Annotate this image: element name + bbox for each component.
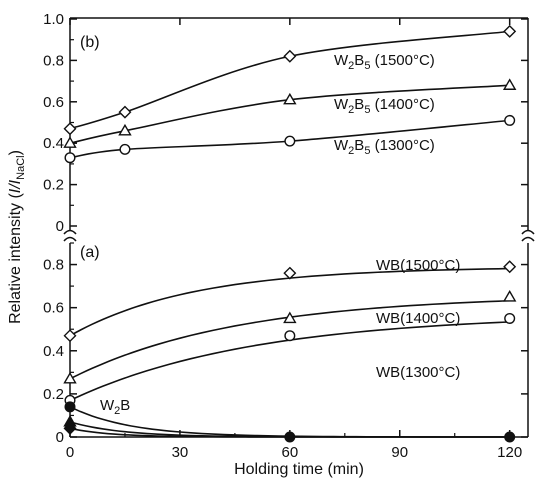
point-w2b (284, 431, 296, 443)
x-tick-label: 30 (172, 444, 189, 461)
y-axis-title: Relative intensity (I/INaCl) (7, 150, 27, 324)
x-tick-label: 0 (66, 444, 74, 461)
point-triangle (63, 136, 77, 148)
point-diamond (283, 266, 297, 280)
point-triangle (283, 92, 297, 105)
x-tick-label: 60 (281, 444, 298, 461)
curve-b (69, 119, 510, 159)
series-label-a: WB(1500°C) (376, 257, 460, 274)
y-tick-label-a: 0 (56, 429, 64, 446)
series-label-b: W2B5 (1500°C) (334, 52, 435, 72)
axis-break-right-lower (521, 236, 535, 242)
point-circle (504, 114, 516, 126)
panel-label-a: (a) (80, 244, 100, 261)
point-diamond (63, 122, 77, 136)
axis-break-left-lower (63, 236, 77, 242)
axis-ticks: 0 0.2 0.4 0.6 0.8 1.0 0 0.2 0.4 0.6 0.8 0 30 60 90 120 (43, 11, 528, 461)
point-diamond (63, 329, 77, 343)
point-triangle (283, 311, 297, 324)
point-diamond (283, 49, 297, 63)
y-tick-label-a: 0.4 (43, 343, 64, 360)
axis-break-left-upper (63, 229, 77, 235)
y-tick-label-b: 0 (56, 218, 64, 235)
point-circle (284, 135, 296, 147)
point-triangle (118, 123, 132, 136)
y-tick-label-a: 0.8 (43, 257, 64, 274)
point-w2b (504, 431, 516, 443)
series-label-a: WB(1300°C) (376, 364, 460, 381)
point-diamond (118, 105, 132, 119)
point-w2b (63, 421, 77, 435)
series-markers (63, 24, 517, 443)
x-tick-label: 90 (391, 444, 408, 461)
point-triangle (502, 289, 517, 302)
y-tick-label-b: 0.2 (43, 177, 64, 194)
y-tick-label-a: 0.6 (43, 300, 64, 317)
curve-b (69, 30, 510, 130)
y-tick-label-b: 1.0 (43, 11, 64, 28)
y-tick-label-b: 0.4 (43, 135, 64, 152)
series-label-b: W2B5 (1300°C) (334, 137, 435, 157)
y-tick-label-a: 0.2 (43, 386, 64, 403)
point-circle (64, 152, 76, 164)
x-tick-label: 120 (497, 444, 522, 461)
axis-break-right-upper (521, 229, 535, 235)
series-labels: W2B5 (1500°C) W2B5 (1400°C) W2B5 (1300°C) W… (100, 52, 460, 417)
point-diamond (503, 260, 517, 274)
point-circle (284, 330, 296, 342)
curve-b (69, 84, 510, 144)
series-label-w2b: W2B (100, 397, 130, 417)
point-triangle (502, 78, 517, 90)
panel-label-b: (b) (80, 34, 100, 51)
y-tick-label-b: 0.6 (43, 94, 64, 111)
point-circle (119, 143, 131, 155)
y-tick-label-b: 0.8 (43, 52, 64, 69)
x-axis-title: Holding time (min) (234, 461, 364, 478)
point-circle (504, 312, 516, 324)
series-label-a: WB(1400°C) (376, 310, 460, 327)
point-triangle (63, 371, 77, 384)
series-label-b: W2B5 (1400°C) (334, 96, 435, 116)
point-diamond (503, 24, 517, 38)
point-w2b (64, 401, 76, 413)
